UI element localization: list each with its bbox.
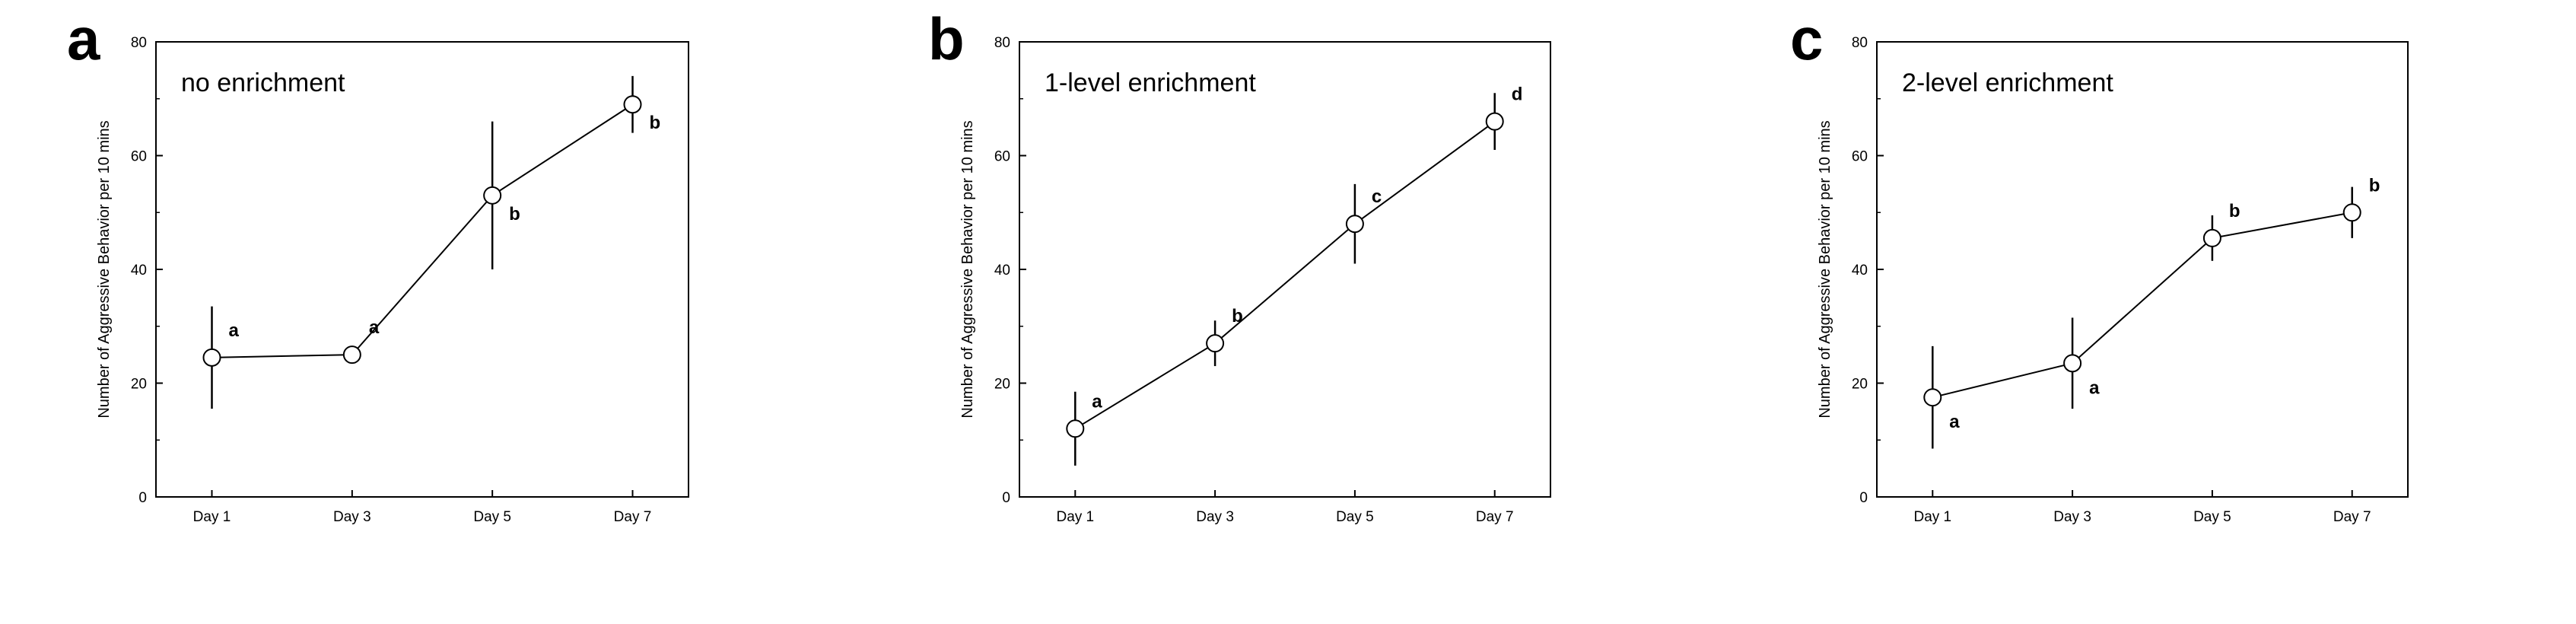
data-point bbox=[1345, 215, 1364, 234]
y-tick-label: 60 bbox=[1852, 149, 1868, 165]
y-tick-label: 60 bbox=[994, 149, 1010, 165]
significance-letter: b bbox=[509, 204, 520, 224]
x-tick-label: Day 7 bbox=[614, 509, 652, 525]
chart-panel-b: b 0 20 40 60 80 Day 1 Day 3 Day 5 Day 7 Number of… bbox=[858, 0, 1717, 620]
x-tick-label: Day 3 bbox=[1196, 509, 1234, 525]
y-tick-label: 80 bbox=[994, 35, 1010, 51]
plot-frame bbox=[155, 41, 689, 498]
x-tick-label: Day 3 bbox=[2053, 509, 2091, 525]
significance-letter: b bbox=[1232, 306, 1243, 326]
data-point bbox=[202, 348, 221, 367]
data-point bbox=[1206, 334, 1225, 353]
y-axis-label: Number of Aggressive Behavior per 10 min… bbox=[1817, 120, 1833, 418]
data-point bbox=[1485, 112, 1504, 131]
data-point bbox=[2202, 228, 2221, 247]
chart-svg: 0 20 40 60 80 Day 1 Day 3 Day 5 Day 7 Number of A… bbox=[1817, 35, 2409, 525]
x-tick-label: Day 1 bbox=[1056, 509, 1094, 525]
x-tick-label: Day 1 bbox=[193, 509, 231, 525]
y-tick-label: 40 bbox=[994, 263, 1010, 279]
y-tick-label: 80 bbox=[131, 35, 147, 51]
y-tick-label: 60 bbox=[131, 149, 147, 165]
data-point bbox=[1923, 388, 1942, 407]
x-tick-label: Day 5 bbox=[1336, 509, 1374, 525]
series-line bbox=[1074, 120, 1496, 430]
y-tick-label: 0 bbox=[1002, 490, 1010, 506]
y-tick-label: 20 bbox=[131, 377, 147, 393]
chart-title: 2-level enrichment bbox=[1902, 68, 2113, 97]
data-point bbox=[342, 345, 361, 365]
significance-letter: a bbox=[2089, 377, 2100, 398]
data-point bbox=[483, 186, 502, 205]
x-tick-label: Day 5 bbox=[473, 509, 511, 525]
panel-label: b bbox=[928, 5, 965, 72]
x-tick-label: Day 7 bbox=[2333, 509, 2371, 525]
data-point bbox=[2063, 354, 2082, 373]
significance-letter: a bbox=[229, 320, 240, 341]
y-tick-label: 40 bbox=[131, 263, 147, 279]
x-tick-label: Day 5 bbox=[2193, 509, 2231, 525]
panel-label: a bbox=[67, 5, 100, 72]
significance-letter: d bbox=[1512, 84, 1523, 105]
chart-panel-c: c 0 20 40 60 80 Day 1 Day 3 Day 5 Day 7 Number of… bbox=[1717, 0, 2576, 620]
significance-letter: b bbox=[2369, 175, 2380, 196]
chart-title: no enrichment bbox=[181, 68, 345, 97]
y-tick-label: 20 bbox=[994, 377, 1010, 393]
y-tick-label: 0 bbox=[1859, 490, 1868, 506]
y-tick-label: 80 bbox=[1852, 35, 1868, 51]
chart-svg: 0 20 40 60 80 Day 1 Day 3 Day 5 Day 7 Number of A… bbox=[96, 35, 689, 525]
significance-letter: a bbox=[1092, 391, 1102, 412]
data-point bbox=[623, 95, 642, 114]
significance-letter: b bbox=[2229, 201, 2240, 221]
significance-letter: c bbox=[1372, 186, 1382, 207]
chart-panel-a: a 0 20 40 60 80 Day 1 Day 3 Day 5 Day 7 Number of… bbox=[0, 0, 858, 620]
y-tick-label: 0 bbox=[138, 490, 147, 506]
series-line bbox=[211, 103, 634, 358]
chart-svg: 0 20 40 60 80 Day 1 Day 3 Day 5 Day 7 Number of A… bbox=[959, 35, 1551, 525]
x-tick-label: Day 3 bbox=[333, 509, 371, 525]
significance-letter: a bbox=[369, 317, 380, 338]
data-point bbox=[2342, 203, 2361, 222]
plot-frame bbox=[1019, 41, 1551, 498]
chart-title: 1-level enrichment bbox=[1045, 68, 1256, 97]
series-line bbox=[1932, 212, 2352, 399]
x-tick-label: Day 7 bbox=[1476, 509, 1514, 525]
y-axis-label: Number of Aggressive Behavior per 10 min… bbox=[96, 120, 113, 418]
x-tick-label: Day 1 bbox=[1913, 509, 1951, 525]
data-point bbox=[1066, 419, 1085, 438]
y-axis-label: Number of Aggressive Behavior per 10 min… bbox=[959, 120, 976, 418]
significance-letter: a bbox=[1949, 412, 1960, 432]
y-tick-label: 20 bbox=[1852, 377, 1868, 393]
significance-letter: b bbox=[650, 113, 661, 133]
panel-label: c bbox=[1790, 5, 1824, 72]
y-tick-label: 40 bbox=[1852, 263, 1868, 279]
